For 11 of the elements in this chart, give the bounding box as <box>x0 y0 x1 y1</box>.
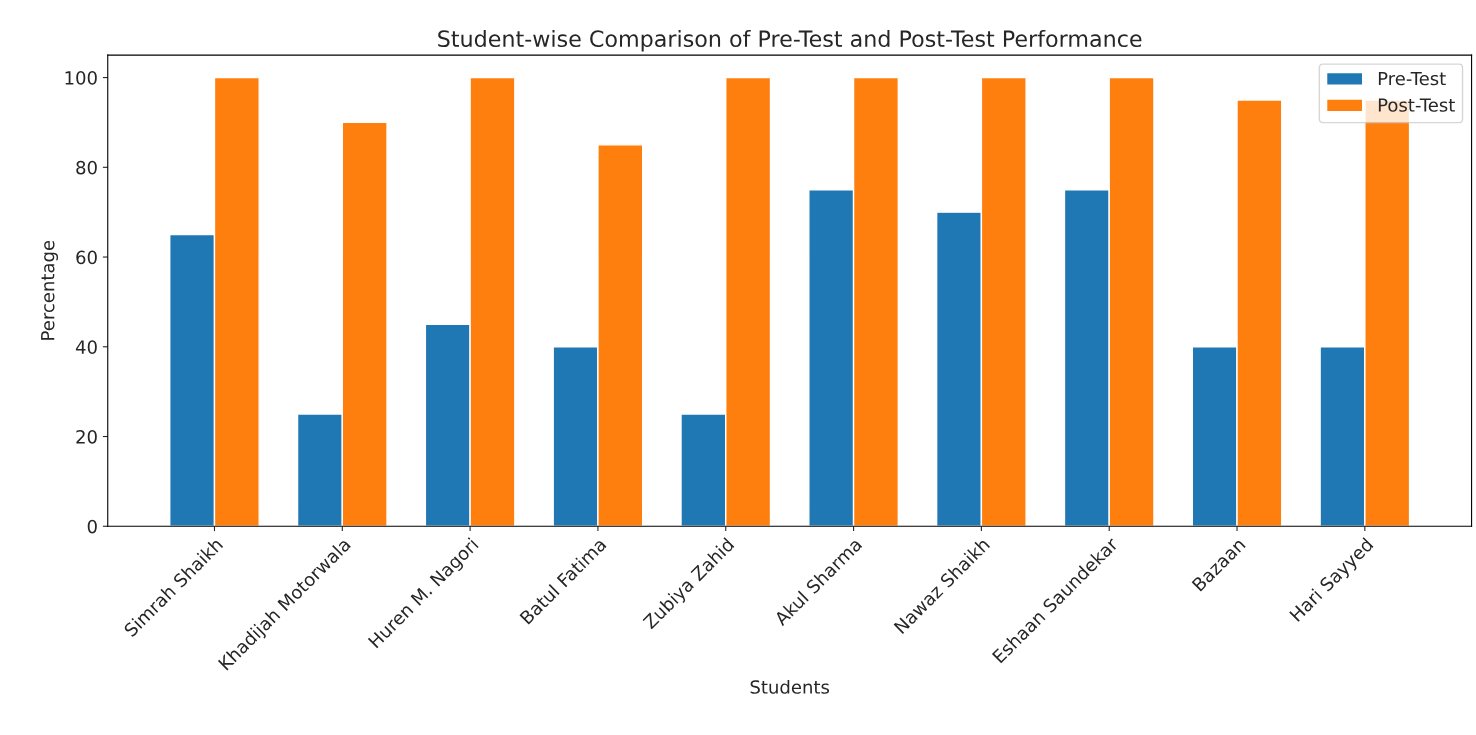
y-tick-label: 0 <box>87 519 97 534</box>
legend-label: Pre-Test <box>1378 71 1446 86</box>
y-tick-label: 100 <box>65 71 97 85</box>
y-tick-label: 40 <box>75 340 97 354</box>
y-axis-title: Percentage <box>41 240 59 340</box>
legend-label: Post-Test <box>1378 98 1455 112</box>
y-tick-label: 80 <box>76 160 97 175</box>
y-tick-label: 60 <box>76 250 97 265</box>
y-tick-label: 20 <box>76 429 97 444</box>
chart-title: Student-wise Comparison of Pre-Test and Post-Test Performance <box>438 29 1142 52</box>
x-axis-title: Students <box>750 679 830 694</box>
